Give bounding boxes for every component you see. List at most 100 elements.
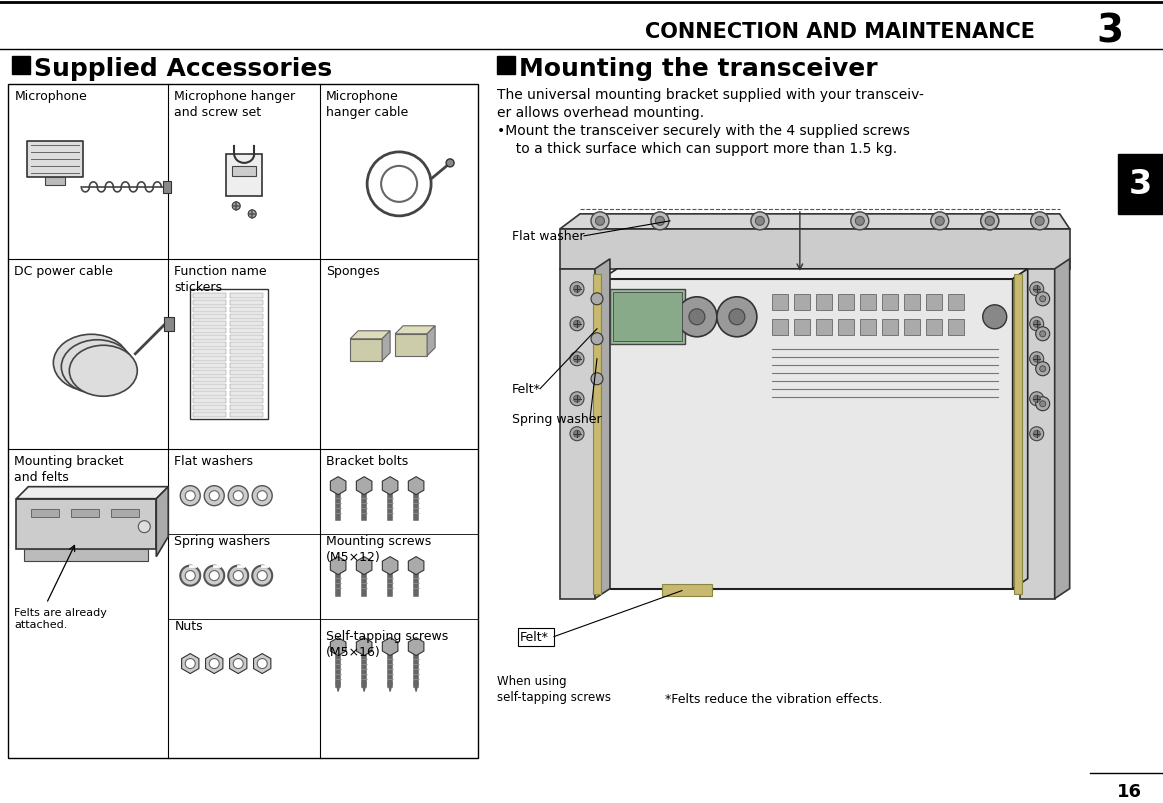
Text: DC power cable: DC power cable [14, 264, 113, 278]
Bar [602, 279, 1013, 589]
Circle shape [205, 486, 224, 506]
Bar [31, 509, 59, 517]
Circle shape [138, 521, 150, 533]
Bar [227, 155, 262, 197]
Bar [193, 385, 227, 389]
Circle shape [935, 217, 944, 226]
Bar [230, 391, 263, 396]
Bar [193, 349, 227, 354]
Circle shape [930, 213, 949, 230]
Bar [230, 321, 263, 326]
Text: Bracket bolts: Bracket bolts [326, 454, 408, 467]
Bar [193, 370, 227, 375]
Bar [16, 499, 156, 549]
Text: Microphone
hanger cable: Microphone hanger cable [326, 90, 408, 119]
Circle shape [855, 217, 864, 226]
Circle shape [185, 658, 195, 669]
Circle shape [257, 658, 267, 669]
Bar [904, 295, 920, 311]
Text: Nuts: Nuts [174, 619, 202, 632]
Circle shape [570, 317, 584, 332]
Circle shape [985, 217, 994, 226]
Polygon shape [156, 487, 169, 557]
Circle shape [205, 566, 224, 586]
Circle shape [656, 217, 664, 226]
Bar [230, 308, 263, 312]
Bar [837, 320, 854, 336]
Bar [193, 300, 227, 305]
Circle shape [1033, 286, 1040, 293]
Circle shape [209, 571, 220, 581]
Bar [230, 377, 263, 382]
Text: Felt*: Felt* [512, 383, 541, 396]
Circle shape [234, 658, 243, 669]
Bar [193, 336, 227, 340]
Bar [193, 328, 227, 333]
Bar [193, 406, 227, 410]
Circle shape [1033, 321, 1040, 328]
Text: Self-tapping screws
(M5×16): Self-tapping screws (M5×16) [326, 629, 449, 658]
Bar [45, 177, 65, 185]
Text: to a thick surface which can support more than 1.5 kg.: to a thick surface which can support mor… [507, 142, 897, 156]
Bar [926, 295, 942, 311]
Circle shape [677, 297, 716, 337]
Bar [164, 317, 174, 332]
Bar [859, 320, 876, 336]
Circle shape [591, 293, 602, 305]
Bar [230, 370, 263, 375]
Bar [904, 320, 920, 336]
Ellipse shape [62, 340, 134, 394]
Circle shape [1036, 397, 1050, 411]
Bar [794, 320, 809, 336]
Circle shape [1029, 317, 1043, 332]
Circle shape [257, 571, 267, 581]
Bar [882, 295, 898, 311]
Circle shape [591, 333, 602, 345]
Circle shape [1040, 366, 1046, 373]
Bar [230, 336, 263, 340]
Circle shape [1033, 396, 1040, 403]
Polygon shape [1055, 259, 1070, 599]
Circle shape [447, 160, 454, 168]
Bar [191, 289, 269, 419]
Bar [71, 509, 99, 517]
Text: Flat washers: Flat washers [174, 454, 254, 467]
Bar [193, 293, 227, 299]
Text: Mounting the transceiver: Mounting the transceiver [519, 57, 878, 81]
Circle shape [1036, 292, 1050, 307]
Bar [948, 320, 964, 336]
Bar [193, 315, 227, 320]
Bar [230, 406, 263, 410]
Circle shape [234, 571, 243, 581]
Circle shape [1040, 332, 1046, 337]
Bar [193, 363, 227, 369]
Bar [497, 57, 515, 75]
Text: Microphone hanger
and screw set: Microphone hanger and screw set [174, 90, 295, 119]
Bar [193, 321, 227, 326]
Circle shape [573, 430, 580, 438]
Circle shape [185, 491, 195, 501]
Text: When using: When using [497, 674, 566, 687]
Polygon shape [427, 326, 435, 357]
Bar [230, 293, 263, 299]
Text: Felts are already
attached.: Felts are already attached. [14, 607, 107, 630]
Circle shape [1029, 427, 1043, 441]
Text: Function name
stickers: Function name stickers [174, 264, 266, 293]
Circle shape [573, 286, 580, 293]
Bar [1118, 155, 1163, 214]
Circle shape [180, 486, 200, 506]
Circle shape [570, 353, 584, 366]
Bar [193, 357, 227, 361]
Circle shape [209, 491, 220, 501]
Circle shape [983, 305, 1007, 329]
Text: Spring washers: Spring washers [174, 534, 270, 547]
Bar [350, 340, 383, 361]
Text: *Felts reduce the vibration effects.: *Felts reduce the vibration effects. [665, 692, 883, 705]
Polygon shape [395, 326, 435, 334]
Bar [948, 295, 964, 311]
Text: Mounting screws
(M5×12): Mounting screws (M5×12) [326, 534, 431, 563]
Circle shape [1040, 402, 1046, 407]
Bar [193, 308, 227, 312]
Bar [230, 363, 263, 369]
Bar [233, 167, 256, 177]
